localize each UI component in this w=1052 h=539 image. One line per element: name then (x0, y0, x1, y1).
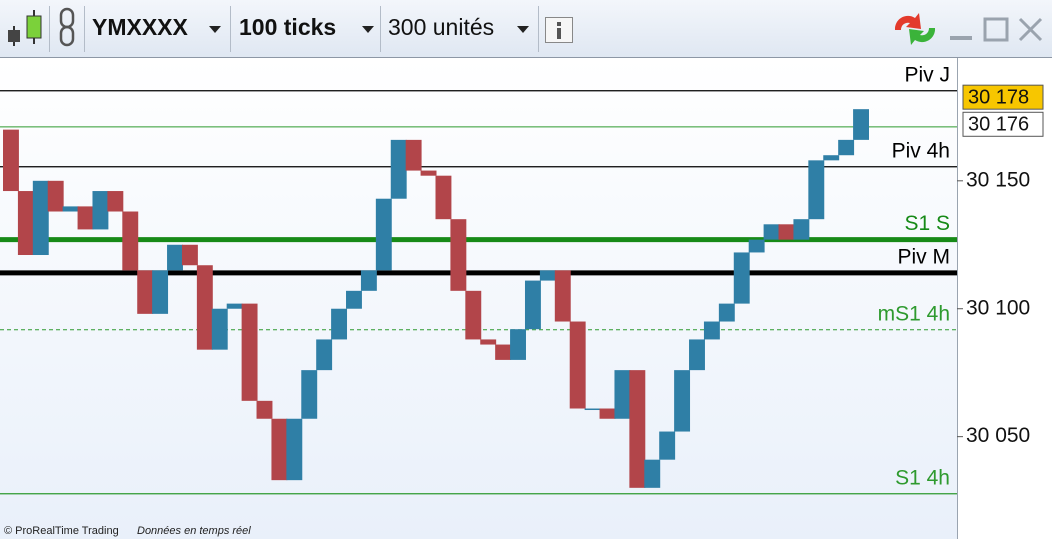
level-label: mS1 4h (878, 302, 950, 325)
price-bar (584, 408, 601, 411)
price-bar (375, 198, 392, 271)
price-bar (241, 303, 258, 401)
price-bar (435, 175, 452, 220)
price-bar (152, 270, 169, 314)
price-bar (32, 180, 49, 256)
price-bar (420, 170, 437, 176)
price-label: 30 176 (968, 114, 1029, 136)
price-bar (301, 370, 318, 419)
units[interactable]: 300 unités (388, 14, 494, 40)
price-bar (316, 339, 333, 371)
chart-type-button[interactable] (8, 10, 42, 46)
price-bar (510, 329, 526, 360)
price-bar (331, 308, 348, 340)
axis-background (957, 58, 1052, 539)
price-bar (346, 290, 362, 309)
price-bar (405, 139, 422, 171)
level-label: Piv M (898, 245, 951, 268)
price-bar (122, 211, 139, 271)
plot: 30 150 30 100 30 050 Piv J Piv 4h S1 S Piv M mS… (0, 63, 1044, 495)
price-bar (450, 219, 467, 291)
copyright: © ProRealTime Trading (4, 525, 119, 537)
price-bar (360, 270, 377, 291)
price-bar (107, 191, 124, 212)
price-label-box (962, 111, 1044, 137)
link-button[interactable] (59, 7, 75, 47)
price-bar (674, 370, 691, 432)
price-bar (92, 191, 109, 230)
price-bar (167, 244, 183, 271)
price-bar (465, 290, 482, 340)
price-bar (271, 418, 288, 481)
price-bar (793, 219, 810, 240)
price-bar (62, 206, 79, 212)
price-bar (614, 370, 631, 419)
price-bar (286, 418, 303, 481)
price-bar (689, 339, 705, 371)
price-bar (539, 270, 556, 281)
data-status: Données en temps réel (137, 525, 251, 537)
price-bar (137, 270, 154, 314)
close-button[interactable] (1018, 17, 1043, 42)
price-bar (77, 206, 94, 230)
maximize-button[interactable] (983, 17, 1009, 42)
price-bar (733, 252, 750, 304)
price-bar (718, 303, 735, 322)
price-bar (554, 270, 571, 322)
symbol[interactable]: YMXXXX (92, 14, 189, 40)
price-bar (17, 191, 34, 256)
y-tick-label: 30 150 (966, 168, 1030, 191)
price-bar (659, 431, 676, 460)
dropdown-caret[interactable] (362, 26, 374, 33)
y-tick-label: 30 050 (966, 424, 1030, 447)
dropdown-caret[interactable] (209, 26, 221, 33)
price-bar (211, 308, 228, 350)
price-bar (47, 180, 64, 212)
price-bar (703, 321, 720, 340)
price-label: 30 178 (968, 86, 1029, 108)
level-label: S1 4h (895, 466, 950, 489)
level-label: Piv 4h (892, 139, 950, 162)
level-label: S1 S (904, 212, 950, 235)
price-bar (808, 160, 825, 220)
price-bar (823, 155, 840, 161)
price-bar (778, 224, 795, 240)
price-bar (524, 280, 541, 330)
price-bar (390, 139, 407, 199)
refresh-button[interactable] (894, 13, 936, 45)
minimize-button[interactable] (950, 36, 972, 40)
dropdown-caret[interactable] (517, 26, 529, 33)
price-bar (226, 303, 243, 309)
info-button[interactable] (545, 17, 573, 43)
price-bar (853, 109, 869, 140)
interval[interactable]: 100 ticks (239, 14, 336, 40)
y-tick-label: 30 100 (966, 296, 1030, 319)
price-bar (196, 265, 213, 350)
price-bar (748, 239, 765, 253)
price-bar (569, 321, 586, 409)
price-bar (599, 408, 616, 419)
price-bar (629, 370, 646, 488)
price-bar (181, 244, 198, 266)
price-bar (763, 224, 780, 240)
price-bar (838, 139, 855, 156)
price-bar (495, 344, 512, 360)
level-label: Piv J (904, 63, 950, 86)
price-bar (480, 339, 497, 345)
price-bar (644, 459, 661, 488)
price-bar (3, 129, 19, 192)
price-label-box (962, 84, 1044, 110)
price-bar (256, 400, 273, 419)
